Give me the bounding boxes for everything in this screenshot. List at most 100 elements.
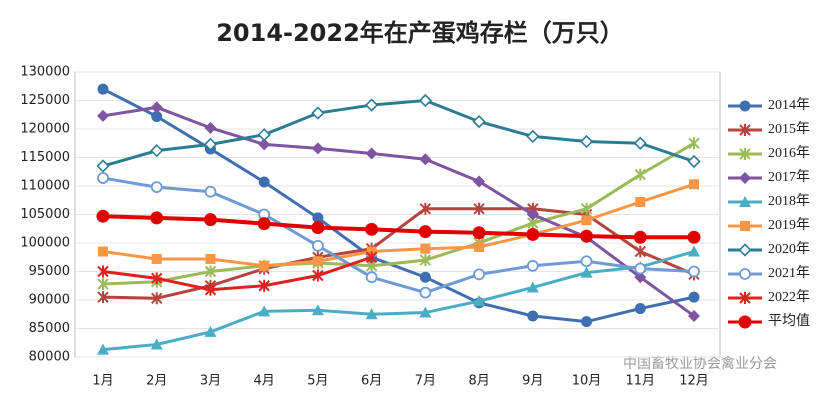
point: [258, 279, 270, 292]
point: [526, 259, 539, 272]
point: [580, 255, 593, 268]
point: [419, 153, 432, 166]
point: [97, 265, 109, 278]
x-tick-label: 7月: [415, 374, 436, 389]
point: [419, 306, 432, 318]
point: [634, 262, 647, 275]
point: [258, 138, 271, 151]
x-tick-label: 9月: [522, 374, 543, 389]
point: [311, 304, 324, 316]
point: [738, 243, 752, 257]
point: [365, 98, 379, 112]
point: [419, 254, 432, 267]
legend-label: 平均值: [768, 313, 810, 329]
point: [634, 245, 646, 258]
point: [689, 179, 699, 190]
legend-label: 2018年: [768, 193, 810, 209]
x-tick-label: 11月: [625, 374, 655, 389]
chart-title: 2014-2022年在产蛋鸡存栏（万只）: [216, 19, 624, 47]
point: [634, 271, 647, 284]
x-tick-label: 8月: [468, 374, 489, 389]
point: [580, 202, 593, 215]
point: [97, 343, 109, 355]
y-tick-label: 105000: [20, 207, 70, 222]
series-line: [102, 98, 695, 168]
point: [473, 295, 486, 307]
point: [258, 305, 271, 317]
point: [151, 253, 162, 264]
point: [739, 196, 751, 207]
point: [150, 211, 164, 225]
legend-label: 2021年: [768, 265, 810, 281]
point: [526, 227, 540, 241]
x-tick-label: 3月: [200, 374, 221, 389]
legend-label: 2014年: [768, 97, 810, 113]
point: [473, 268, 485, 281]
point: [526, 281, 539, 293]
point: [581, 215, 592, 226]
x-tick-label: 6月: [361, 374, 382, 389]
point: [526, 208, 539, 221]
point: [151, 110, 163, 122]
series-line: [102, 141, 695, 286]
point: [205, 253, 216, 264]
point: [687, 230, 701, 244]
point: [739, 124, 751, 136]
point: [420, 243, 431, 254]
x-tick-label: 12月: [679, 374, 709, 389]
y-tick-label: 80000: [29, 350, 70, 365]
point: [204, 121, 217, 134]
x-tick-label: 1月: [92, 374, 113, 389]
legend-label: 2019年: [768, 217, 810, 233]
point: [738, 315, 752, 329]
point: [634, 168, 646, 181]
point: [96, 159, 110, 173]
point: [739, 100, 751, 112]
point: [203, 213, 217, 227]
x-tick-label: 4月: [254, 374, 275, 389]
point: [418, 225, 432, 239]
point: [150, 144, 164, 158]
x-tick-label: 2月: [146, 374, 167, 389]
y-tick-label: 95000: [29, 264, 70, 279]
point: [688, 291, 700, 303]
y-tick-label: 125000: [20, 93, 70, 108]
point: [579, 134, 594, 149]
point: [580, 266, 593, 278]
point: [472, 226, 486, 240]
point: [150, 101, 163, 114]
y-tick-label: 115000: [20, 150, 70, 165]
point: [204, 185, 217, 198]
point: [634, 303, 646, 315]
point: [688, 265, 700, 278]
point: [474, 241, 485, 252]
point: [312, 239, 324, 252]
point: [688, 245, 700, 257]
point: [472, 114, 486, 129]
point: [365, 308, 378, 320]
point: [473, 175, 486, 188]
legend-label: 2020年: [768, 241, 810, 257]
point: [151, 272, 163, 285]
point: [739, 148, 751, 160]
series-line: [102, 105, 695, 318]
series-line: [102, 87, 695, 324]
point: [739, 292, 751, 304]
series-line: [102, 250, 695, 352]
y-tick-label: 90000: [29, 293, 70, 308]
point: [739, 172, 751, 184]
point: [527, 310, 539, 322]
point: [96, 209, 110, 223]
point: [419, 286, 432, 299]
point: [365, 271, 378, 284]
legend-label: 2016年: [768, 145, 810, 161]
point: [97, 109, 109, 122]
legend-label: 2017年: [768, 169, 810, 185]
point: [418, 93, 432, 108]
point: [740, 221, 750, 231]
legend-label: 2022年: [768, 289, 810, 305]
point: [98, 246, 108, 257]
point: [204, 283, 217, 296]
point: [688, 309, 700, 322]
